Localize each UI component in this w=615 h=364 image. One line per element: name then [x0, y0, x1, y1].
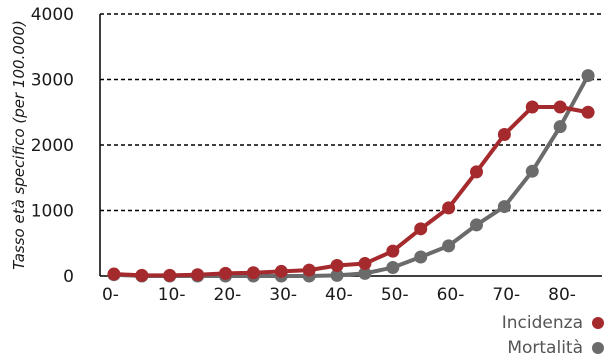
legend-label-mortalit: Mortalità: [507, 338, 583, 358]
x-tick-label: 20-: [214, 285, 242, 305]
legend: Incidenza Mortalità: [502, 313, 604, 358]
data-point-incidenza: [246, 266, 260, 280]
y-tick-label: 1000: [31, 202, 74, 222]
data-point-incidenza: [525, 100, 539, 114]
data-point-incidenza: [219, 266, 232, 280]
x-tick-label: 30-: [269, 285, 297, 305]
y-axis-label: Tasso età specifico (per 100.000): [10, 20, 28, 270]
data-point-mortalit: [525, 164, 539, 178]
data-point-incidenza: [581, 105, 595, 119]
data-point-incidenza: [553, 100, 567, 114]
y-tick-label: 2000: [31, 136, 74, 156]
data-point-mortalit: [414, 250, 428, 264]
x-tick-labels: 0- 10- 20- 30- 40- 50- 60- 70- 80-: [102, 285, 576, 305]
y-tick-label: 4000: [31, 5, 74, 25]
legend-marker-mortalit: [592, 342, 604, 354]
data-point-mortalit: [553, 120, 567, 134]
x-tick-label: 0-: [102, 285, 119, 305]
data-point-incidenza: [274, 264, 288, 278]
x-tick-label: 80-: [548, 285, 576, 305]
x-tick-label: 40-: [325, 285, 353, 305]
data-point-mortalit: [442, 239, 456, 253]
data-point-mortalit: [470, 218, 483, 232]
x-tick-label: 50-: [381, 285, 409, 305]
data-point-mortalit: [581, 69, 595, 83]
axes: [99, 14, 602, 277]
x-tick-label: 70-: [492, 285, 520, 305]
data-point-incidenza: [358, 257, 372, 271]
series-layer: [107, 69, 595, 283]
x-tick-label: 10-: [158, 285, 186, 305]
series-line-mortalit: [113, 74, 590, 278]
data-point-incidenza: [497, 128, 511, 142]
y-tick-labels: 0 1000 2000 3000 4000: [31, 5, 74, 287]
data-point-mortalit: [358, 266, 372, 280]
data-point-incidenza: [330, 259, 344, 273]
legend-label-incidenza: Incidenza: [502, 313, 583, 333]
legend-marker-incidenza: [592, 317, 604, 329]
data-point-mortalit: [386, 260, 400, 274]
y-tick-label: 0: [63, 267, 74, 287]
data-point-incidenza: [442, 201, 456, 215]
data-point-mortalit: [497, 200, 511, 214]
data-point-incidenza: [302, 263, 316, 277]
data-point-incidenza: [386, 244, 400, 258]
data-point-incidenza: [107, 267, 121, 281]
data-point-incidenza: [470, 165, 483, 179]
x-tick-label: 60-: [437, 285, 465, 305]
data-point-incidenza: [135, 268, 149, 282]
y-tick-label: 3000: [31, 71, 74, 91]
data-point-incidenza: [191, 268, 205, 282]
data-point-incidenza: [163, 268, 177, 282]
data-point-mortalit: [330, 268, 344, 282]
data-point-incidenza: [414, 222, 428, 236]
